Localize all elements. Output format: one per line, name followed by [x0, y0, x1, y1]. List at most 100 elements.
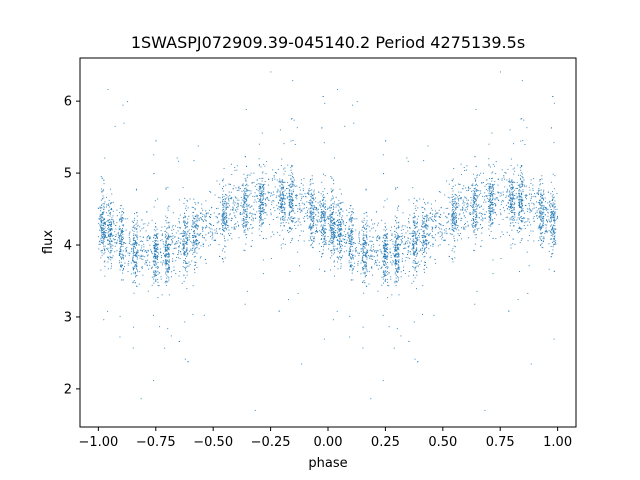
data-point: [245, 243, 247, 245]
data-point: [315, 197, 317, 199]
data-point: [520, 190, 522, 192]
data-point: [238, 199, 240, 201]
data-point: [205, 210, 207, 212]
data-point: [108, 240, 110, 242]
data-point: [167, 270, 169, 272]
data-point: [121, 230, 123, 232]
data-point: [543, 189, 545, 191]
data-point: [462, 199, 464, 201]
data-point: [520, 165, 522, 167]
data-point: [454, 224, 456, 226]
data-point: [473, 201, 475, 203]
data-point: [492, 189, 494, 191]
data-point: [539, 202, 541, 204]
data-point: [403, 247, 405, 249]
data-point: [101, 240, 103, 242]
data-point: [418, 235, 420, 237]
data-point: [105, 224, 107, 226]
data-point: [182, 243, 184, 245]
data-point: [243, 196, 245, 198]
data-point: [519, 183, 521, 185]
data-point: [165, 215, 167, 217]
data-point: [544, 232, 546, 234]
data-point: [466, 202, 468, 204]
data-point: [153, 242, 155, 244]
data-point: [357, 263, 359, 265]
data-point: [478, 227, 480, 229]
data-point: [311, 220, 313, 222]
data-point: [332, 240, 334, 242]
data-point: [136, 251, 138, 253]
data-point: [311, 242, 313, 244]
data-point: [132, 269, 134, 271]
data-point: [308, 202, 310, 204]
data-point: [100, 231, 102, 233]
data-point: [473, 196, 475, 198]
data-point: [209, 209, 210, 211]
data-point: [310, 217, 312, 219]
data-point: [492, 212, 494, 214]
data-point: [135, 268, 137, 270]
data-point: [392, 261, 394, 263]
data-point: [366, 253, 368, 255]
data-point: [219, 228, 221, 230]
data-point: [521, 183, 523, 185]
data-point: [520, 140, 522, 142]
data-point: [540, 196, 542, 198]
data-point: [524, 186, 526, 188]
data-point: [540, 214, 542, 216]
data-point: [263, 204, 265, 206]
data-point: [107, 228, 109, 230]
data-point: [394, 247, 396, 249]
data-point: [303, 178, 305, 180]
data-point: [460, 217, 462, 219]
data-point: [134, 243, 136, 245]
data-point: [220, 233, 222, 235]
data-point: [310, 229, 312, 231]
data-point: [280, 188, 282, 189]
data-point: [156, 263, 158, 265]
data-point: [124, 262, 126, 264]
data-point: [319, 200, 321, 202]
data-point: [552, 217, 554, 219]
data-point: [344, 242, 346, 243]
data-point: [300, 182, 302, 184]
data-point: [542, 247, 544, 249]
data-point: [335, 212, 337, 214]
data-point: [377, 254, 379, 256]
data-point: [364, 243, 366, 245]
data-point: [120, 215, 122, 217]
data-point: [120, 249, 122, 251]
data-point: [489, 190, 491, 192]
data-point: [440, 207, 442, 209]
data-point: [338, 234, 340, 236]
data-point: [100, 228, 102, 230]
data-point: [540, 226, 542, 228]
data-point: [517, 299, 519, 301]
data-point: [372, 274, 374, 276]
data-point: [361, 229, 363, 231]
data-point: [468, 186, 470, 188]
data-point: [133, 267, 134, 269]
data-point: [446, 180, 448, 182]
data-point: [121, 220, 123, 222]
data-point: [119, 207, 121, 209]
data-point: [196, 246, 198, 248]
data-point: [316, 209, 318, 211]
data-point: [237, 206, 239, 208]
data-point: [275, 172, 277, 174]
data-point: [384, 258, 386, 260]
data-point: [171, 226, 173, 228]
data-point: [455, 213, 457, 215]
data-point: [242, 225, 244, 227]
data-point: [512, 219, 514, 221]
data-point: [415, 223, 417, 225]
data-point: [268, 178, 270, 180]
data-point: [261, 132, 263, 134]
data-point: [451, 201, 453, 203]
data-point: [384, 270, 386, 272]
data-point: [337, 261, 339, 263]
data-point: [332, 245, 334, 247]
data-point: [539, 211, 541, 213]
data-point: [366, 257, 368, 259]
